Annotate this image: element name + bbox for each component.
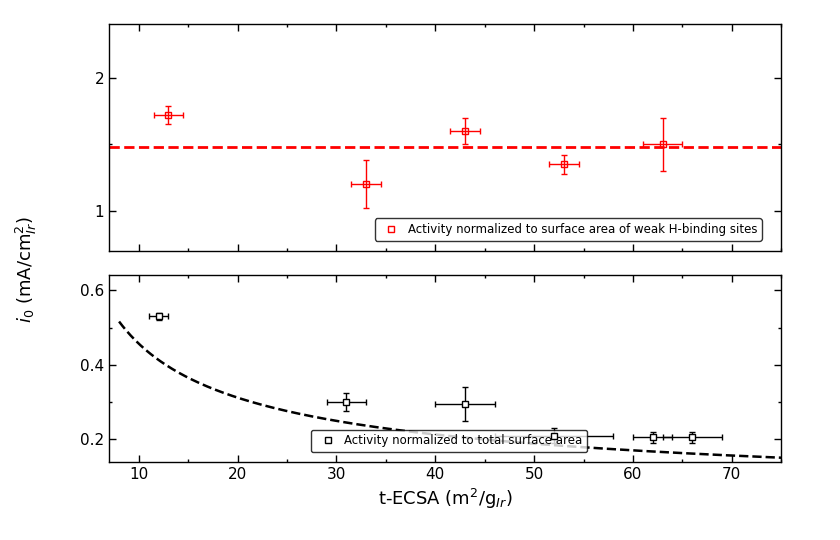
Legend: Activity normalized to total surface area: Activity normalized to total surface are… [311, 430, 587, 452]
Legend: Activity normalized to surface area of weak H-binding sites: Activity normalized to surface area of w… [375, 218, 762, 241]
X-axis label: t-ECSA (m$^2$/g$_{Ir}$): t-ECSA (m$^2$/g$_{Ir}$) [378, 487, 512, 511]
Text: $i_0$ (mA/cm$^2_{Ir}$): $i_0$ (mA/cm$^2_{Ir}$) [14, 217, 39, 323]
